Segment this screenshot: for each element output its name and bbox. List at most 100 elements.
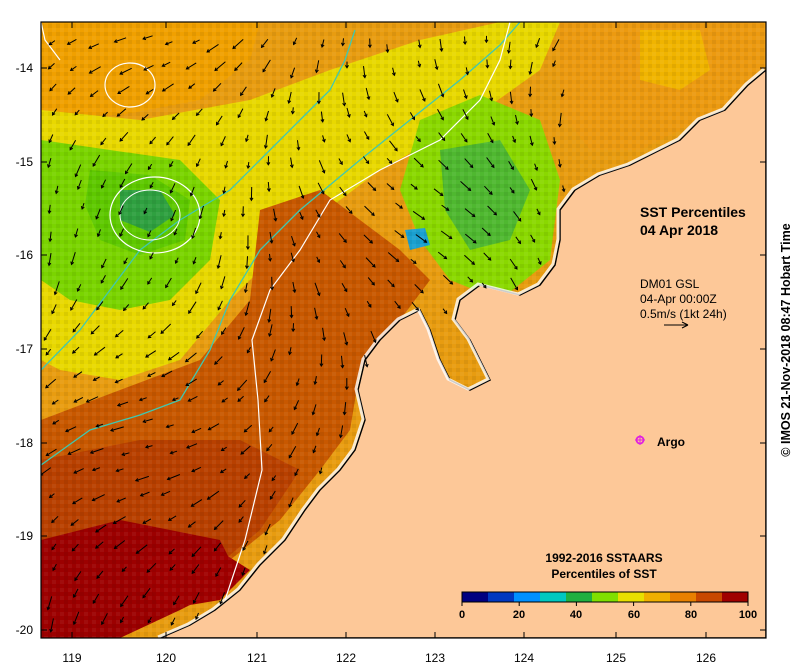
current-arrow-head [53,291,58,296]
current-arrow-head [371,263,376,268]
current-arrow [217,380,224,386]
current-arrow-head [145,354,149,358]
current-arrow-head [512,139,517,144]
current-arrow [240,86,247,96]
current-arrow-head [169,163,173,168]
current-arrow [92,593,100,604]
current-arrow [119,178,126,188]
current-arrow-head [294,472,298,477]
current-arrow-head [270,94,275,98]
current-arrow [269,253,271,261]
current-arrow-head [367,44,372,49]
current-arrow-head [262,68,266,73]
current-arrow-head [76,186,81,191]
current-arrow [386,114,394,126]
colorbar-segment [592,592,619,602]
current-arrow [510,277,518,290]
current-arrow-head [166,141,170,146]
current-arrow-head [245,246,250,250]
current-arrow [140,491,150,497]
current-arrow [509,91,513,104]
current-arrow-head [165,424,170,429]
current-arrow [316,427,320,436]
current-arrow [289,347,292,355]
current-arrow [121,452,130,456]
current-arrow [339,260,346,268]
current-arrow [246,256,248,269]
current-arrow-head [293,406,298,411]
current-arrow [238,516,244,523]
lon-label: 122 [336,651,356,665]
current-arrow-head [188,85,192,89]
current-arrow [462,109,469,120]
current-arrow [481,227,491,236]
current-arrow [484,185,493,195]
current-arrow-head [434,66,439,71]
current-arrow-head [313,381,318,386]
current-arrow [208,423,220,431]
current-arrow-head [510,189,515,194]
current-arrow-head [67,91,72,95]
current-arrow-head [45,384,49,389]
current-arrow-head [71,547,76,552]
current-arrow [464,158,474,168]
current-arrow [366,300,372,308]
current-arrow-head [187,398,192,402]
current-arrow-head [271,477,276,482]
current-arrow-head [170,217,174,222]
current-arrow [344,307,350,317]
current-arrow [365,257,376,268]
current-arrow [486,59,488,68]
current-arrow-head [88,70,93,74]
current-arrow [117,401,129,407]
current-arrow-head [246,165,251,170]
current-arrow-head [189,192,194,197]
current-arrow-head [315,432,320,437]
current-arrow-head [70,261,75,266]
current-arrow-head [65,428,69,433]
current-arrow-head [445,207,450,211]
current-arrow [215,567,222,577]
current-arrow [341,282,348,292]
current-arrow-head [270,357,274,362]
colorbar-tick: 20 [513,609,525,621]
current-arrow [263,370,272,383]
current-arrow [123,257,128,264]
current-arrow-head [147,373,151,377]
current-arrow-head [493,211,498,216]
current-arrow [48,134,54,143]
current-arrow-head [161,373,166,378]
current-arrow-head [471,213,476,218]
current-arrow-head [121,452,126,457]
current-arrow-head [221,331,225,336]
argo-marker [635,435,645,445]
current-arrow [367,182,376,191]
current-arrow [225,160,228,168]
current-arrow [116,468,124,472]
current-arrow-head [47,210,52,215]
current-arrow-head [243,475,248,480]
current-arrow [508,160,514,170]
current-arrow-head [123,260,127,265]
current-arrow-head [149,140,154,145]
current-arrow [293,400,300,410]
current-arrow-head [74,111,79,116]
current-arrow-head [51,519,55,524]
current-arrow-head [440,116,444,121]
current-arrow [508,41,511,53]
current-arrow [387,252,399,262]
current-arrow [339,186,347,196]
current-arrow-head [528,71,533,75]
current-arrow [486,157,495,168]
current-arrow-head [222,190,227,195]
current-arrow-head [74,233,78,238]
current-arrow-head [420,289,424,294]
current-arrow-head [221,398,226,403]
current-arrow-head [142,419,147,424]
current-arrow [170,183,176,194]
current-arrow [489,90,493,101]
current-arrow [146,88,154,95]
current-arrow-head [96,233,101,238]
current-arrow-head [362,74,367,79]
current-arrow-head [390,122,394,127]
